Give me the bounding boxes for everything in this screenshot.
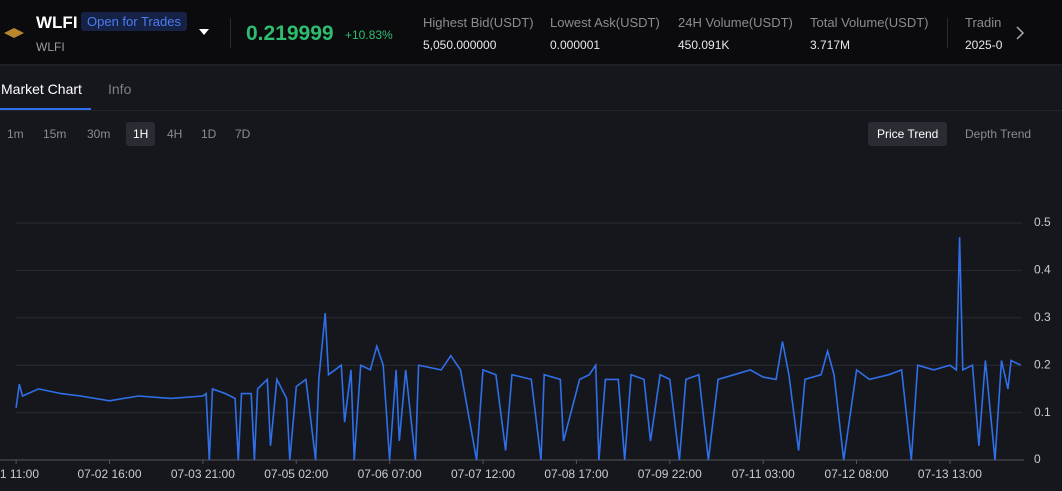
header: WLFI Open for Trades WLFI 0.219999 +10.8… <box>0 0 1062 66</box>
x-tick-label: 07-05 02:00 <box>264 467 328 481</box>
stat-label: Total Volume(USDT) <box>810 15 929 30</box>
interval-button[interactable]: 1H <box>126 122 156 146</box>
interval-button[interactable]: 30m <box>87 127 111 141</box>
stat-value: 5,050.000000 <box>423 38 497 52</box>
tab-border <box>0 110 1062 111</box>
y-tick-label: 0 <box>1034 452 1041 466</box>
symbol: WLFI <box>36 13 78 32</box>
tab-underline <box>0 108 91 110</box>
x-tick-label: 07-07 12:00 <box>451 467 515 481</box>
subsymbol: WLFI <box>36 40 65 54</box>
interval-button[interactable]: 7D <box>235 127 251 141</box>
price-line <box>15 237 1022 461</box>
y-tick-label: 0.1 <box>1034 405 1051 419</box>
interval-button[interactable]: 1D <box>201 127 217 141</box>
x-tick-label: 07-02 16:00 <box>77 467 141 481</box>
stat-label: Tradin <box>965 15 1002 30</box>
view-button[interactable]: Depth Trend <box>965 127 1032 141</box>
view-button[interactable]: Price Trend <box>868 122 948 146</box>
x-tick-label: 07-08 17:00 <box>544 467 608 481</box>
stat-value: 3.717M <box>810 38 851 52</box>
price: 0.219999 <box>246 22 334 45</box>
x-tick-label: 07-11 03:00 <box>732 467 795 481</box>
interval-button[interactable]: 1m <box>7 127 24 141</box>
x-tick-label: 07-12 08:00 <box>825 467 889 481</box>
stat-label: Lowest Ask(USDT) <box>550 15 660 30</box>
divider <box>947 18 948 48</box>
x-tick-label: 07-03 21:00 <box>171 467 235 481</box>
y-tick-label: 0.5 <box>1034 215 1051 229</box>
x-tick-label: 07-06 07:00 <box>358 467 422 481</box>
dropdown[interactable] <box>198 28 210 36</box>
stat-label: 24H Volume(USDT) <box>678 15 793 30</box>
chart-area <box>0 156 1062 491</box>
change: +10.83% <box>345 28 393 42</box>
status-badge: Open for Trades <box>81 12 187 31</box>
tab[interactable]: Info <box>108 81 132 97</box>
y-tick-label: 0.2 <box>1034 357 1051 371</box>
y-tick-label: 0.3 <box>1034 310 1051 324</box>
x-tick-label: 07-09 22:00 <box>638 467 702 481</box>
y-tick-label: 0.4 <box>1034 263 1051 277</box>
x-tick-label: 01 11:00 <box>0 467 39 481</box>
stat-label: Highest Bid(USDT) <box>423 15 534 30</box>
stat-value: 2025-0 <box>965 38 1003 52</box>
logo <box>4 28 24 38</box>
interval-button[interactable]: 15m <box>43 127 67 141</box>
stat-value: 0.000001 <box>550 38 601 52</box>
toolbar: Market Chart Info Price Trend Depth Tren… <box>0 66 1062 156</box>
next-button[interactable] <box>1005 0 1062 64</box>
divider <box>230 18 231 48</box>
stat-value: 450.091K <box>678 38 730 52</box>
x-tick-label: 07-13 13:00 <box>918 467 982 481</box>
interval-button[interactable]: 4H <box>167 127 183 141</box>
tab[interactable]: Market Chart <box>1 81 82 97</box>
